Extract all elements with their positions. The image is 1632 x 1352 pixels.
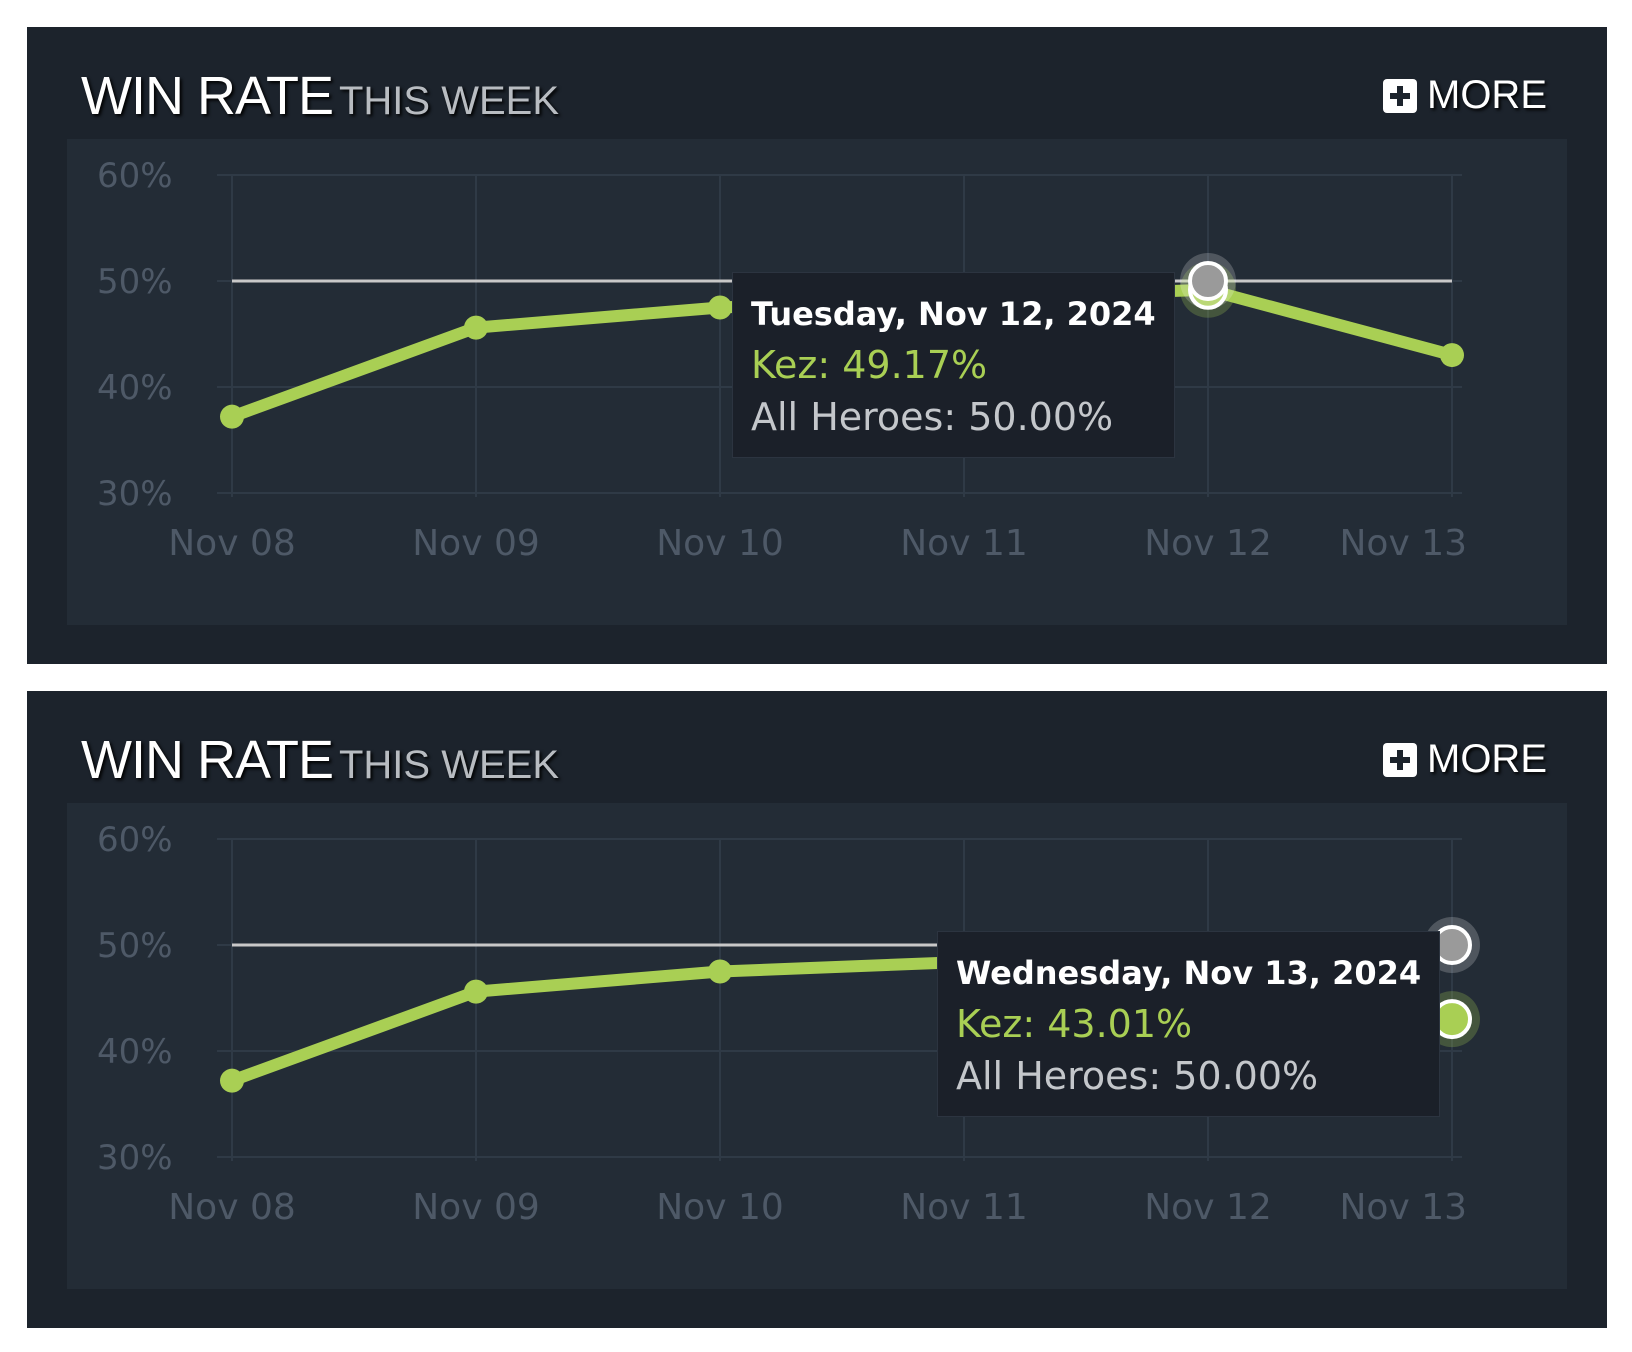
panel-subtitle: THIS WEEK xyxy=(338,743,560,787)
more-label: MORE xyxy=(1427,73,1547,117)
chart-tooltip: Tuesday, Nov 12, 2024 Kez: 49.17% All He… xyxy=(732,272,1175,458)
x-tick-label: Nov 08 xyxy=(168,1187,296,1228)
x-tick-label: Nov 12 xyxy=(1144,523,1272,564)
x-tick-label: Nov 09 xyxy=(412,1187,540,1228)
y-tick-label: 30% xyxy=(97,474,173,514)
x-tick-label: Nov 10 xyxy=(656,523,784,564)
y-tick-label: 60% xyxy=(97,156,173,196)
tooltip-hero-value: Kez: 43.01% xyxy=(956,1002,1193,1046)
panel-header: WIN RATE THIS WEEK xyxy=(81,729,560,790)
tooltip-date: Wednesday, Nov 13, 2024 xyxy=(956,954,1422,992)
y-tick-label: 50% xyxy=(97,262,173,302)
hero-point xyxy=(708,295,732,320)
y-tick-label: 60% xyxy=(97,820,173,860)
chart-area: 60% 50% 40% 30% Nov 08 Nov 09 Nov 10 Nov 11 Nov … xyxy=(67,139,1567,625)
panel-title: WIN RATE xyxy=(81,730,334,790)
x-tick-label: Nov 10 xyxy=(656,1187,784,1228)
hero-point xyxy=(220,404,244,429)
x-tick-label: Nov 12 xyxy=(1144,1187,1272,1228)
plus-icon xyxy=(1383,742,1417,777)
x-tick-label: Nov 11 xyxy=(900,1187,1028,1228)
x-tick-label: Nov 11 xyxy=(900,523,1028,564)
hero-point xyxy=(1440,343,1464,368)
plus-icon xyxy=(1383,78,1417,113)
more-button[interactable]: MORE xyxy=(1383,73,1547,118)
more-button[interactable]: MORE xyxy=(1383,737,1547,782)
tooltip-all-heroes-value: All Heroes: 50.00% xyxy=(956,1054,1319,1098)
panel-subtitle: THIS WEEK xyxy=(338,79,560,123)
tooltip-hero-value: Kez: 49.17% xyxy=(751,343,988,387)
all-heroes-point-active xyxy=(1188,261,1228,301)
y-tick-label: 40% xyxy=(97,1032,173,1072)
panel-header: WIN RATE THIS WEEK xyxy=(81,65,560,126)
hero-point xyxy=(464,315,488,340)
x-tick-label: Nov 13 xyxy=(1339,1187,1467,1228)
win-rate-chart[interactable]: 60% 50% 40% 30% Nov 08 Nov 09 Nov 10 Nov 11 Nov … xyxy=(67,139,1567,625)
y-tick-label: 50% xyxy=(97,926,173,966)
y-tick-label: 40% xyxy=(97,368,173,408)
y-tick-label: 30% xyxy=(97,1138,173,1178)
tooltip-date: Tuesday, Nov 12, 2024 xyxy=(751,295,1156,333)
more-label: MORE xyxy=(1427,737,1547,781)
chart-tooltip: Wednesday, Nov 13, 2024 Kez: 43.01% All … xyxy=(937,931,1441,1117)
x-tick-label: Nov 09 xyxy=(412,523,540,564)
hero-point xyxy=(708,959,732,984)
win-rate-panel: WIN RATE THIS WEEK MORE 60% 50% 40% 30% Nov 0… xyxy=(27,691,1607,1328)
x-tick-label: Nov 13 xyxy=(1339,523,1467,564)
panel-title: WIN RATE xyxy=(81,66,334,126)
chart-area: 60% 50% 40% 30% Nov 08 Nov 09 Nov 10 Nov 11 Nov … xyxy=(67,803,1567,1289)
hero-point xyxy=(220,1068,244,1093)
hero-point xyxy=(464,979,488,1004)
x-tick-label: Nov 08 xyxy=(168,523,296,564)
win-rate-panel: WIN RATE THIS WEEK MORE 60% 50% 40% 30% Nov 0… xyxy=(27,27,1607,664)
tooltip-all-heroes-value: All Heroes: 50.00% xyxy=(751,395,1114,439)
